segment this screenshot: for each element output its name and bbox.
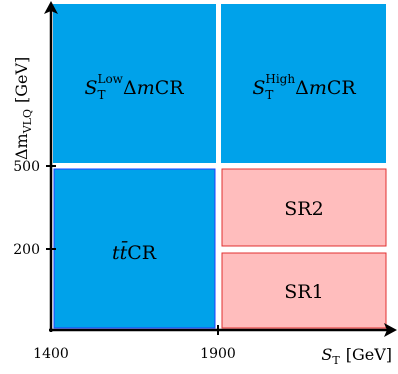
y-axis-arrowhead (44, 1, 58, 14)
y-tick-label-500: 500 (13, 159, 40, 175)
region-sr1 (221, 252, 387, 329)
region-ttbar-cr (53, 168, 216, 329)
label-sr2: SR2 (284, 198, 323, 220)
label-sr1: SR1 (284, 281, 323, 303)
x-tick-label-1900: 1900 (200, 346, 236, 362)
region-sr2 (221, 168, 387, 247)
x-tick-label-1400: 1400 (33, 346, 69, 362)
y-axis-title: ΔmVLQ[GeV] (12, 57, 34, 160)
label-ttbar-cr: tt̄CR (112, 240, 157, 264)
region-high-cr (221, 4, 386, 163)
x-axis-title: ST [GeV] (321, 345, 392, 367)
label-low-cr: STLowΔmCR (84, 72, 184, 102)
label-high-cr: STHighΔmCR (252, 72, 356, 102)
y-tick-label-200: 200 (13, 242, 40, 258)
region-low-cr (53, 4, 216, 163)
x-axis-arrowhead (384, 323, 397, 337)
